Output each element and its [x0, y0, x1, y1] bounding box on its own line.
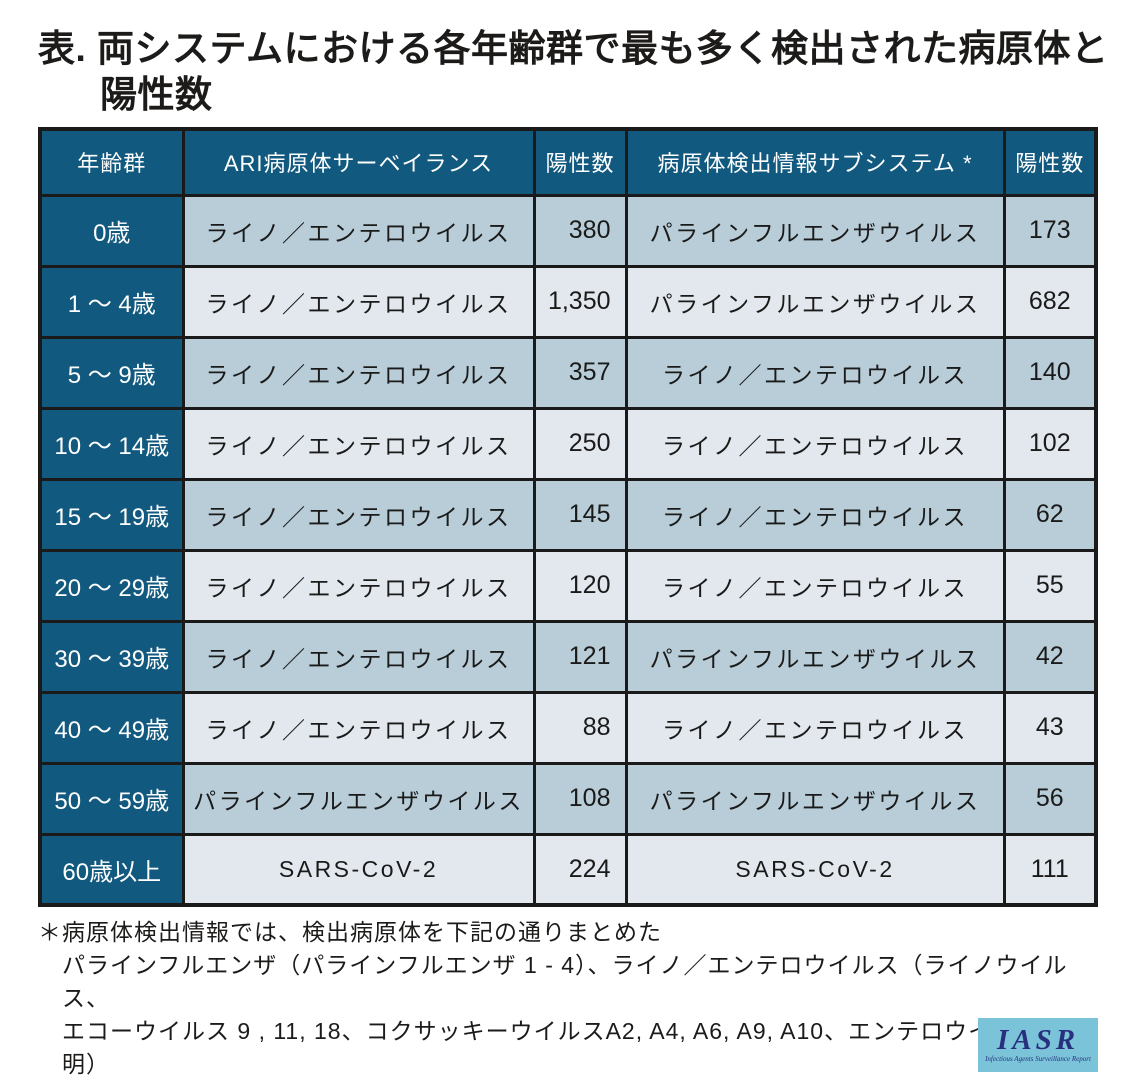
sub-pathogen-cell: パラインフルエンザウイルス [624, 264, 1006, 339]
footnote-line2: パラインフルエンザ（パラインフルエンザ 1 - 4）、ライノ／エンテロウイルス（… [62, 952, 1068, 1011]
table-row: 30 ～ 39歳 ライノ／エンテロウイルス 121 パラインフルエンザウイルス 42 [38, 619, 1098, 694]
sub-count-cell: 43 [1002, 690, 1098, 765]
age-cell: 1 ～ 4歳 [38, 264, 185, 339]
table-header: 年齢群 ARI病原体サーベイランス 陽性数 病原体検出情報サブシステム * 陽性… [38, 127, 1098, 197]
iasr-logo-acronym: IASR [996, 1024, 1080, 1056]
sub-count-cell: 55 [1002, 548, 1098, 623]
age-cell: 40 ～ 49歳 [38, 690, 185, 765]
sub-pathogen-cell: パラインフルエンザウイルス [624, 619, 1006, 694]
age-cell: 5 ～ 9歳 [38, 335, 185, 410]
header-age-group: 年齢群 [38, 127, 185, 197]
sub-count-cell: 173 [1002, 193, 1098, 268]
title-line2: 陽性数 [100, 74, 213, 115]
table-row: 20 ～ 29歳 ライノ／エンテロウイルス 120 ライノ／エンテロウイルス 55 [38, 548, 1098, 623]
ari-count-cell: 120 [532, 548, 628, 623]
ari-count-cell: 224 [532, 832, 628, 907]
ari-pathogen-cell: ライノ／エンテロウイルス [181, 264, 536, 339]
ari-count-cell: 145 [532, 477, 628, 552]
ari-count-cell: 108 [532, 761, 628, 836]
ari-pathogen-cell: ライノ／エンテロウイルス [181, 477, 536, 552]
footnote-line1: ＊病原体検出情報では、検出病原体を下記の通りまとめた [38, 919, 662, 945]
sub-count-cell: 111 [1002, 832, 1098, 907]
sub-pathogen-cell: ライノ／エンテロウイルス [624, 335, 1006, 410]
ari-pathogen-cell: パラインフルエンザウイルス [181, 761, 536, 836]
pathogen-table: 年齢群 ARI病原体サーベイランス 陽性数 病原体検出情報サブシステム * 陽性… [38, 127, 1098, 907]
ari-count-cell: 357 [532, 335, 628, 410]
footnote-line3: エコーウイルス 9 , 11, 18、コクサッキーウイルスA2, A4, A6,… [62, 1018, 1089, 1077]
sub-count-cell: 56 [1002, 761, 1098, 836]
table-row: 15 ～ 19歳 ライノ／エンテロウイルス 145 ライノ／エンテロウイルス 62 [38, 477, 1098, 552]
ari-pathogen-cell: ライノ／エンテロウイルス [181, 335, 536, 410]
ari-count-cell: 250 [532, 406, 628, 481]
age-cell: 10 ～ 14歳 [38, 406, 185, 481]
age-cell: 20 ～ 29歳 [38, 548, 185, 623]
age-cell: 60歳以上 [38, 832, 185, 907]
ari-count-cell: 1,350 [532, 264, 628, 339]
table-row: 5 ～ 9歳 ライノ／エンテロウイルス 357 ライノ／エンテロウイルス 140 [38, 335, 1098, 410]
header-ari-surveillance: ARI病原体サーベイランス [181, 127, 536, 197]
ari-pathogen-cell: ライノ／エンテロウイルス [181, 193, 536, 268]
sub-count-cell: 682 [1002, 264, 1098, 339]
table-row: 60歳以上 SARS-CoV-2 224 SARS-CoV-2 111 [38, 832, 1098, 907]
sub-pathogen-cell: ライノ／エンテロウイルス [624, 406, 1006, 481]
header-detection-subsystem: 病原体検出情報サブシステム * [624, 127, 1006, 197]
title-line1: 表. 両システムにおける各年齢群で最も多く検出された病原体と [38, 28, 1109, 69]
sub-pathogen-cell: パラインフルエンザウイルス [624, 193, 1006, 268]
sub-count-cell: 102 [1002, 406, 1098, 481]
header-subsystem-positive-count: 陽性数 [1002, 127, 1098, 197]
sub-count-cell: 42 [1002, 619, 1098, 694]
ari-count-cell: 88 [532, 690, 628, 765]
ari-count-cell: 121 [532, 619, 628, 694]
sub-pathogen-cell: ライノ／エンテロウイルス [624, 477, 1006, 552]
table-row: 0歳 ライノ／エンテロウイルス 380 パラインフルエンザウイルス 173 [38, 193, 1098, 268]
sub-count-cell: 62 [1002, 477, 1098, 552]
sub-pathogen-cell: パラインフルエンザウイルス [624, 761, 1006, 836]
ari-pathogen-cell: ライノ／エンテロウイルス [181, 619, 536, 694]
ari-pathogen-cell: ライノ／エンテロウイルス [181, 548, 536, 623]
table-row: 10 ～ 14歳 ライノ／エンテロウイルス 250 ライノ／エンテロウイルス 102 [38, 406, 1098, 481]
table-row: 40 ～ 49歳 ライノ／エンテロウイルス 88 ライノ／エンテロウイルス 43 [38, 690, 1098, 765]
sub-pathogen-cell: ライノ／エンテロウイルス [624, 548, 1006, 623]
header-ari-positive-count: 陽性数 [532, 127, 628, 197]
sub-pathogen-cell: ライノ／エンテロウイルス [624, 690, 1006, 765]
ari-pathogen-cell: ライノ／エンテロウイルス [181, 690, 536, 765]
age-cell: 30 ～ 39歳 [38, 619, 185, 694]
header-row: 年齢群 ARI病原体サーベイランス 陽性数 病原体検出情報サブシステム * 陽性… [38, 127, 1098, 197]
table-body: 0歳 ライノ／エンテロウイルス 380 パラインフルエンザウイルス 173 1 ～ 4歳ラ… [38, 193, 1098, 907]
footnote: ＊病原体検出情報では、検出病原体を下記の通りまとめた パラインフルエンザ（パライ… [38, 916, 1108, 1081]
age-cell: 15 ～ 19歳 [38, 477, 185, 552]
ari-count-cell: 380 [532, 193, 628, 268]
sub-count-cell: 140 [1002, 335, 1098, 410]
iasr-logo-subtitle: Infectious Agents Surveillance Report [985, 1055, 1091, 1063]
age-cell: 0歳 [38, 193, 185, 268]
age-cell: 50 ～ 59歳 [38, 761, 185, 836]
ari-pathogen-cell: SARS-CoV-2 [181, 832, 536, 907]
sub-pathogen-cell: SARS-CoV-2 [624, 832, 1006, 907]
page-title: 表. 両システムにおける各年齢群で最も多く検出された病原体と 陽性数 [38, 26, 1129, 118]
ari-pathogen-cell: ライノ／エンテロウイルス [181, 406, 536, 481]
table-row: 1 ～ 4歳 ライノ／エンテロウイルス 1,350 パラインフルエンザウイルス 682 [38, 264, 1098, 339]
table-row: 50 ～ 59歳 パラインフルエンザウイルス 108 パラインフルエンザウイルス 56 [38, 761, 1098, 836]
iasr-logo: IASR Infectious Agents Surveillance Repo… [978, 1018, 1098, 1072]
